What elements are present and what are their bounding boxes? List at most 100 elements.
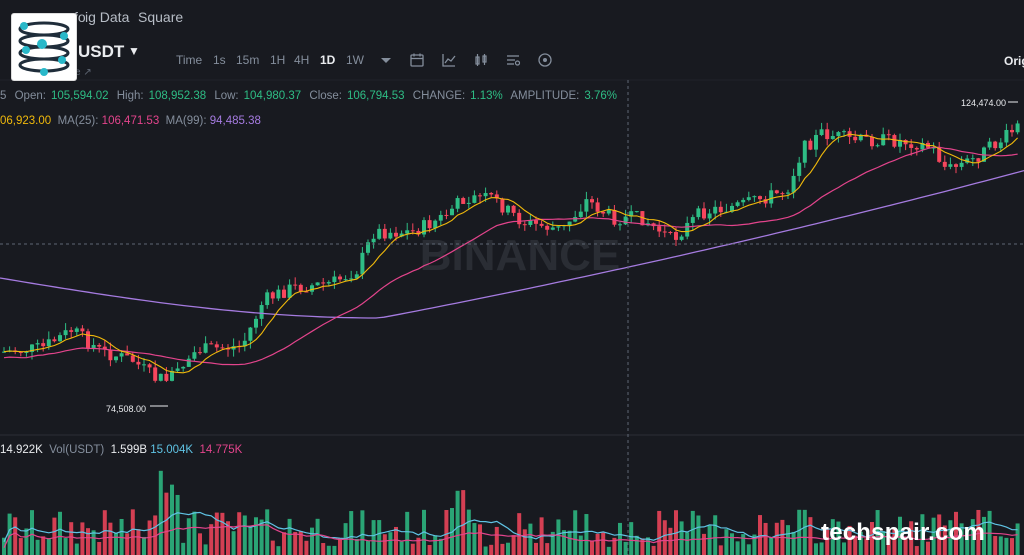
candle-body bbox=[590, 199, 594, 203]
timeframe-15m[interactable]: 15m bbox=[236, 53, 260, 67]
volume-bar bbox=[282, 532, 286, 555]
candle-body bbox=[657, 226, 662, 232]
volume-bar bbox=[410, 543, 415, 555]
candle-body bbox=[1004, 129, 1009, 143]
candle-body bbox=[640, 211, 645, 226]
nav-item-square[interactable]: Square bbox=[138, 9, 184, 25]
candle-body bbox=[898, 139, 902, 147]
ma99-value: 94,485.38 bbox=[209, 115, 261, 127]
calendar-icon[interactable] bbox=[409, 52, 425, 68]
candle-body bbox=[63, 330, 68, 336]
volume-usdt-label: Vol(USDT) bbox=[49, 444, 105, 456]
volume-bar bbox=[982, 516, 986, 555]
volume-bar bbox=[746, 544, 751, 555]
site-watermark: techspair.com bbox=[821, 519, 986, 546]
candle-body bbox=[623, 216, 628, 225]
volume-bar bbox=[321, 543, 326, 555]
volume-bar bbox=[52, 517, 57, 555]
candle-body bbox=[483, 193, 488, 197]
candle-body bbox=[517, 212, 522, 225]
volume-bar bbox=[164, 492, 169, 555]
candle-body bbox=[545, 225, 550, 230]
candle-body bbox=[511, 205, 516, 213]
pair-symbol[interactable]: USDT bbox=[78, 42, 125, 61]
candle-body bbox=[814, 135, 818, 150]
candle-body bbox=[181, 366, 186, 369]
volume-bar bbox=[13, 517, 18, 555]
timeframe-1w[interactable]: 1W bbox=[346, 53, 364, 67]
candle-body bbox=[114, 356, 118, 361]
volume-bar bbox=[489, 544, 494, 555]
candle-body bbox=[741, 199, 746, 203]
candle-body bbox=[427, 220, 432, 229]
candle-body bbox=[394, 232, 398, 237]
candle-body bbox=[601, 211, 606, 214]
candle-body bbox=[685, 222, 690, 237]
timeframe-1d[interactable]: 1D bbox=[320, 53, 336, 67]
candle-body bbox=[937, 147, 942, 162]
candle-body bbox=[35, 343, 40, 345]
candle-body bbox=[326, 282, 331, 284]
candle-body bbox=[702, 208, 706, 219]
volume-bar bbox=[774, 522, 779, 555]
candle-body bbox=[198, 352, 202, 354]
volume-bar bbox=[623, 541, 628, 555]
amplitude-value: 3.76% bbox=[584, 90, 617, 102]
volume-bar bbox=[382, 534, 387, 555]
settings-list-icon[interactable] bbox=[505, 52, 521, 68]
timeframe-time[interactable]: Time bbox=[176, 53, 203, 67]
candle-body bbox=[158, 373, 163, 381]
volume-bar bbox=[685, 532, 690, 555]
candle-body bbox=[819, 129, 824, 136]
pair-subtitle[interactable]: ce ↗ bbox=[70, 67, 92, 78]
volume-bar bbox=[718, 545, 723, 555]
volume-bar bbox=[46, 538, 51, 555]
candle-type-icon[interactable] bbox=[473, 52, 489, 68]
volume-bar bbox=[18, 538, 23, 555]
volume-bar bbox=[724, 529, 729, 555]
candle-body bbox=[853, 136, 858, 141]
candle-body bbox=[478, 195, 482, 197]
volume-bar bbox=[220, 512, 225, 555]
circle-dot-icon[interactable] bbox=[537, 52, 553, 68]
timeframe-4h[interactable]: 4H bbox=[294, 53, 310, 67]
original-view-button[interactable]: Orig bbox=[1004, 54, 1024, 68]
volume-bar bbox=[304, 540, 309, 555]
volume-bar bbox=[494, 526, 499, 555]
candle-body bbox=[153, 367, 158, 381]
nav-item-trading-data[interactable]: ig Data bbox=[85, 9, 130, 25]
volume-bar bbox=[864, 538, 869, 555]
volume-bar bbox=[511, 535, 516, 555]
ma-info-row: 06,923.00 MA(25): 106,471.53 MA(99): 94,… bbox=[0, 115, 261, 127]
volume-bar bbox=[758, 515, 762, 555]
volume-bar bbox=[298, 531, 303, 555]
candle-body bbox=[276, 289, 281, 299]
candle-body bbox=[242, 340, 247, 347]
indicator-icon[interactable] bbox=[441, 52, 457, 68]
pair-dropdown-caret-icon[interactable]: ▼ bbox=[128, 44, 140, 58]
candle-body bbox=[774, 190, 779, 194]
candle-body bbox=[746, 197, 751, 200]
volume-bar bbox=[97, 541, 102, 555]
volume-bar bbox=[640, 538, 645, 555]
volume-bar bbox=[914, 546, 919, 555]
volume-bar bbox=[136, 529, 141, 555]
volume-bar bbox=[315, 518, 320, 555]
timeframe-1h[interactable]: 1H bbox=[270, 53, 286, 67]
timeframe-1s[interactable]: 1s bbox=[213, 53, 226, 67]
candle-body bbox=[164, 373, 169, 381]
candle-body bbox=[920, 142, 925, 150]
volume-bar bbox=[102, 510, 107, 555]
caret-down-icon[interactable] bbox=[378, 52, 394, 68]
volume-bar bbox=[130, 509, 135, 555]
high-value: 108,952.38 bbox=[148, 90, 207, 102]
volume-bar bbox=[478, 524, 482, 555]
volume-bar bbox=[416, 537, 421, 555]
volume-bar bbox=[371, 520, 376, 555]
low-label: Low: bbox=[214, 90, 239, 102]
candle-body bbox=[91, 344, 96, 349]
volume-bar bbox=[338, 538, 342, 555]
candle-body bbox=[46, 339, 51, 347]
nav-item-partial[interactable]: fo bbox=[74, 9, 86, 25]
